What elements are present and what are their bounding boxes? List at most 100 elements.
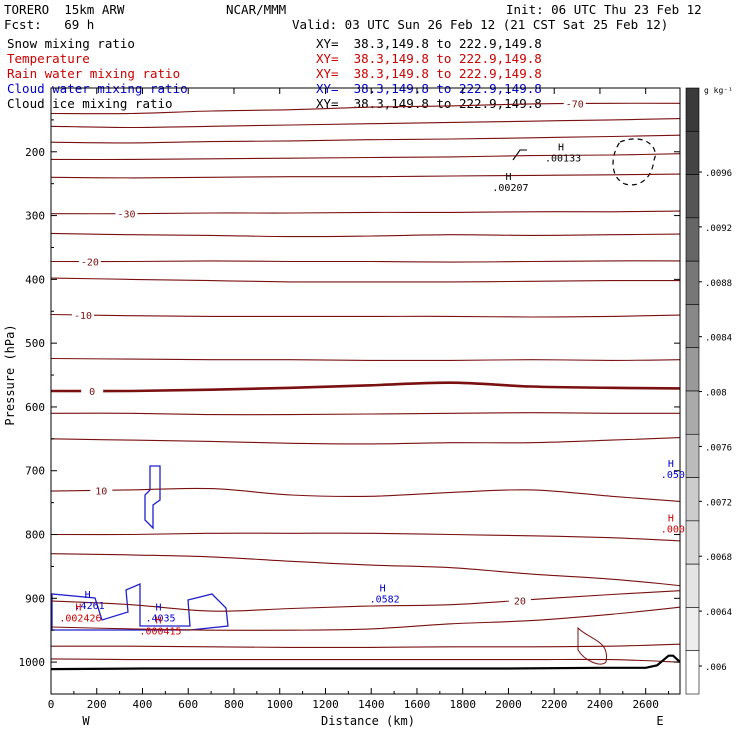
colorbar-tick-label: .0084 [705,334,732,344]
temperature-contour [50,532,681,542]
axis-ticks: 0 200 400 600 800 1000 1200 1400 1600 1800 2000 220… [19,88,680,711]
colorbar-swatch [685,607,700,652]
x-tick-label: 1200 [312,698,339,711]
contour-label: -10 [74,311,92,322]
colorbar-swatch [685,520,700,565]
y-tick-label: 400 [25,273,45,286]
colorbar-swatch [685,477,700,522]
contour-label: -70 [566,100,584,111]
plot-frame [50,87,681,695]
contour-label: 10 [95,486,107,497]
field-label-temperature: Temperature [7,51,90,66]
colorbar-tick-label: .006 [705,663,727,673]
terrain-line [50,654,681,671]
maximum-value: .4261 [75,601,105,612]
colorbar-tick-label: .0064 [705,608,732,618]
colorbar-swatch [685,260,700,305]
colorbar-swatch [685,130,700,175]
colorbar-tick-label: .0076 [705,443,732,453]
contour-label-bg [81,385,104,397]
colorbar-unit: g kg⁻¹ [704,86,733,95]
temperature-contour [50,173,681,179]
y-tick-label: 900 [25,592,45,605]
colorbar-tick-label: .0088 [705,279,732,289]
x-tick-label: 800 [224,698,244,711]
x-tick-label: 2600 [632,698,659,711]
y-tick-label: 300 [25,210,45,223]
colorbar-swatch [685,347,700,392]
forecast-hour: Fcst: 69 h [4,17,95,32]
colorbar-swatch [685,304,700,349]
maximum-marker: H [155,603,161,614]
temperature-contour [50,590,681,612]
maximum-value: .002426 [59,614,101,625]
maximum-value: .000 [661,524,685,535]
cloud-features [51,138,656,665]
temperature-contour [50,658,681,663]
valid-time: Valid: 03 UTC Sun 26 Feb 12 (21 CST Sat … [292,17,669,32]
maximum-value: .0582 [370,595,400,606]
field-label-rain: Rain water mixing ratio [7,66,181,81]
colorbar-tick-label: .0092 [705,224,732,234]
temperature-contour [50,487,681,502]
cloud-water-outline [51,583,229,631]
y-tick-label: 1000 [19,656,46,669]
colorbar-tick-label: .0072 [705,498,732,508]
snow-outline [512,149,527,161]
plot-border [50,87,681,695]
contour-label-bg [78,255,101,268]
colorbar-swatch [685,217,700,262]
temperature-contour [50,313,681,318]
cloud-ice-outline [612,138,656,186]
field-label-cloud-water: Cloud water mixing ratio [7,81,188,96]
maximum-value: .050 [661,470,685,481]
x-tick-label: 2000 [495,698,522,711]
contour-label-bg [90,484,113,497]
contour-label-bg [72,308,95,321]
temperature-contour [50,643,681,649]
field-xy-cloud-ice: XY= 38.3,149.8 to 222.9,149.8 [316,96,542,111]
contour-label: -20 [81,258,99,269]
maximum-value: .4035 [145,614,175,625]
y-tick-label: 500 [25,337,45,350]
colorbar-swatch [685,650,700,695]
contour-label-bg [508,594,531,607]
maximum-marker: H [668,459,674,470]
colorbar-tick-label: .0096 [705,169,732,179]
x-axis-left-label: W [82,714,90,728]
maximum-value: .00207 [492,183,528,194]
temperature-contour [50,357,681,362]
contour-label: -30 [117,210,135,221]
y-tick-label: 600 [25,401,45,414]
colorbar: .0096 .0092 .0088 .0084 .008 .0076 .0072 .0068.… [685,86,733,695]
colorbar-swatch [685,563,700,608]
terrain-line [50,654,681,671]
model-title: TORERO 15km ARW [4,2,125,17]
y-tick-label: 800 [25,529,45,542]
colorbar-tick-label: .008 [705,389,727,399]
init-time: Init: 06 UTC Thu 23 Feb 12 [506,2,702,17]
temperature-contour-fragment [577,626,607,665]
contour-label: 20 [514,596,526,607]
temperature-contour [50,260,681,263]
x-tick-label: 200 [87,698,107,711]
x-tick-label: 1000 [266,698,293,711]
x-tick-label: 600 [178,698,198,711]
temperature-contour [50,437,681,445]
field-xy-temperature: XY= 38.3,149.8 to 222.9,149.8 [316,51,542,66]
maximum-marker: H [85,590,91,601]
cloud-water-outline [144,465,161,530]
contour-label-bg [563,97,586,110]
maximum-marker: H [75,603,81,614]
temperature-contour [50,606,681,631]
field-label-cloud-ice: Cloud ice mixing ratio [7,96,173,111]
maximum-marker: H [380,584,386,595]
field-xy-snow: XY= 38.3,149.8 to 222.9,149.8 [316,36,542,51]
temperature-contour [50,553,681,587]
colorbar-swatch [685,390,700,435]
x-tick-label: 1400 [358,698,385,711]
temperature-contour [50,277,681,283]
maximum-marker: H [505,172,511,183]
